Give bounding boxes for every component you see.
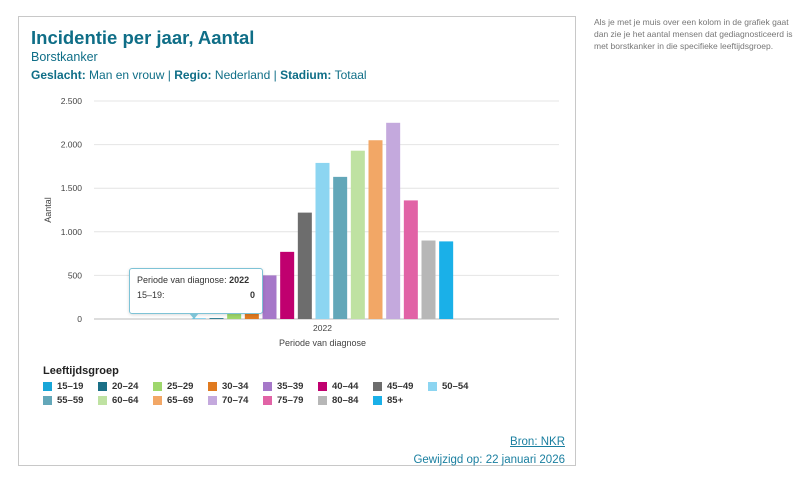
legend-swatch [208, 382, 217, 391]
legend-swatch [43, 382, 52, 391]
legend-swatch [428, 382, 437, 391]
separator: | [167, 68, 171, 82]
y-tick-label: 2.000 [61, 140, 83, 150]
source-link[interactable]: Bron: NKR [510, 436, 565, 448]
bar-35-39 [262, 275, 277, 319]
stage-value: Totaal [334, 68, 367, 82]
legend-item[interactable]: 85+ [373, 395, 428, 406]
legend-label: 25–29 [167, 381, 194, 392]
legend-item[interactable]: 50–54 [428, 381, 483, 392]
legend-label: 80–84 [332, 395, 359, 406]
legend-label: 20–24 [112, 381, 139, 392]
x-tick-label: 2022 [313, 323, 332, 333]
legend-item[interactable]: 15–19 [43, 381, 98, 392]
legend-item[interactable]: 60–64 [98, 395, 153, 406]
bar-chart: 05001.0001.5002.0002.500Aantal2022Period… [43, 96, 559, 348]
tooltip-period: 2022 [229, 275, 250, 285]
legend-swatch [98, 396, 107, 405]
bar-20-24 [209, 318, 224, 319]
bar-85+ [439, 241, 454, 319]
modified-date: Gewijzigd op: 22 januari 2026 [413, 454, 565, 466]
legend-swatch [98, 382, 107, 391]
legend-item[interactable]: 25–29 [153, 381, 208, 392]
legend-label: 65–69 [167, 395, 194, 406]
bar-40-44 [280, 251, 295, 319]
bar-70-74 [386, 122, 401, 319]
legend-swatch [208, 396, 217, 405]
legend-swatch [153, 382, 162, 391]
chart-title: Incidentie per jaar, Aantal [31, 27, 255, 48]
tooltip-label: Periode van diagnose: 2022 [137, 275, 250, 285]
stage-label: Stadium: [280, 68, 332, 82]
legend-swatch [373, 382, 382, 391]
x-axis-label: Periode van diagnose [279, 338, 366, 348]
bar-25-29 [227, 313, 242, 319]
legend-item[interactable]: 45–49 [373, 381, 428, 392]
legend-label: 30–34 [222, 381, 249, 392]
region-value: Nederland [214, 68, 271, 82]
legend-swatch [263, 396, 272, 405]
legend-label: 40–44 [332, 381, 359, 392]
gender-value: Man en vrouw [89, 68, 165, 82]
legend-item[interactable]: 70–74 [208, 395, 263, 406]
legend-label: 15–19 [57, 381, 84, 392]
y-tick-label: 1.000 [61, 227, 83, 237]
bar-65-69 [368, 140, 383, 319]
legend-label: 50–54 [442, 381, 469, 392]
legend-item[interactable]: 40–44 [318, 381, 373, 392]
legend-label: 45–49 [387, 381, 414, 392]
legend-item[interactable]: 65–69 [153, 395, 208, 406]
legend-label: 75–79 [277, 395, 304, 406]
separator: | [273, 68, 277, 82]
legend-swatch [263, 382, 272, 391]
y-tick-label: 0 [77, 314, 82, 324]
bar-60-64 [350, 150, 365, 319]
legend-label: 70–74 [222, 395, 249, 406]
y-tick-label: 500 [68, 270, 82, 280]
legend-swatch [153, 396, 162, 405]
legend-label: 35–39 [277, 381, 304, 392]
legend-item[interactable]: 80–84 [318, 395, 373, 406]
bar-75-79 [403, 200, 418, 319]
y-tick-label: 1.500 [61, 183, 83, 193]
chart-panel: Incidentie per jaar, Aantal Borstkanker … [18, 16, 576, 466]
gender-label: Geslacht: [31, 68, 86, 82]
region-label: Regio: [174, 68, 212, 82]
legend-item[interactable]: 35–39 [263, 381, 318, 392]
bar-45-49 [297, 212, 312, 319]
bar-50-54 [315, 162, 330, 319]
y-tick-label: 2.500 [61, 96, 83, 106]
legend-swatch [373, 396, 382, 405]
legend-swatch [318, 396, 327, 405]
legend: Leeftijdsgroep 15–19 20–24 25–29 30–34 35–39… [43, 365, 483, 406]
legend-item[interactable]: 55–59 [43, 395, 98, 406]
tooltip-value: 0 [249, 290, 255, 300]
help-text: Als je met je muis over een kolom in de … [594, 17, 793, 51]
legend-item[interactable]: 20–24 [98, 381, 153, 392]
tooltip-arrow [189, 313, 199, 319]
bar-55-59 [333, 176, 348, 319]
chart-subtitle: Borstkanker [31, 50, 98, 64]
filter-summary: Geslacht: Man en vrouw | Regio: Nederlan… [31, 68, 367, 82]
bar-80-84 [421, 240, 436, 319]
legend-swatch [43, 396, 52, 405]
chart-tooltip: Periode van diagnose: 2022 15–19: 0 [129, 268, 263, 314]
legend-label: 55–59 [57, 395, 84, 406]
legend-item[interactable]: 75–79 [263, 395, 318, 406]
legend-items: 15–19 20–24 25–29 30–34 35–39 40–44 45–49 50–54… [43, 381, 483, 406]
legend-title: Leeftijdsgroep [43, 365, 119, 377]
legend-label: 85+ [387, 395, 404, 406]
legend-label: 60–64 [112, 395, 139, 406]
tooltip-group: 15–19: [137, 290, 165, 300]
legend-swatch [318, 382, 327, 391]
legend-item[interactable]: 30–34 [208, 381, 263, 392]
y-axis-label: Aantal [43, 197, 53, 223]
